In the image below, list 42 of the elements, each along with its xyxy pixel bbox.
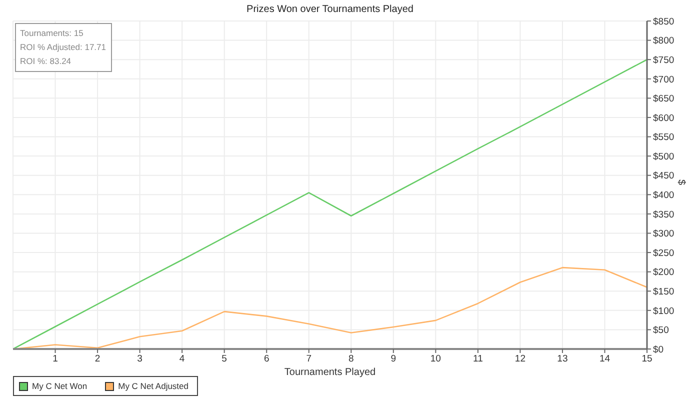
legend-label: My C Net Won — [32, 381, 88, 391]
x-axis-title: Tournaments Played — [284, 367, 376, 378]
y-tick-label: $450 — [653, 170, 674, 182]
y-tick-label: $550 — [653, 132, 674, 144]
x-tick-label: 4 — [179, 354, 185, 365]
y-tick-label: $150 — [653, 286, 674, 298]
y-tick-label: $0 — [653, 344, 664, 356]
y-tick-label: $850 — [653, 16, 674, 28]
x-tick-label: 8 — [348, 354, 354, 365]
y-tick-label: $500 — [653, 151, 674, 162]
x-tick-label: 9 — [390, 354, 396, 365]
annotation: ROI %: 83.24 — [20, 55, 72, 68]
x-tick-label: 12 — [514, 354, 526, 365]
x-tick-label: 6 — [264, 354, 270, 365]
x-tick-label: 7 — [306, 354, 312, 365]
y-tick-label: $750 — [653, 54, 674, 66]
y-tick-label: $800 — [653, 36, 674, 47]
line-series — [13, 58, 647, 349]
y-tick-label: $600 — [653, 112, 674, 124]
x-tick-label: 2 — [94, 354, 100, 365]
y-tick-label: $400 — [653, 190, 674, 202]
annotation: ROI % Adjusted: 17.71 — [20, 41, 106, 54]
x-tick-label: 10 — [430, 354, 441, 365]
annotation: Tournaments: 15 — [20, 27, 84, 40]
y-tick-label: $200 — [653, 267, 674, 278]
y-tick-label: $650 — [653, 94, 674, 105]
y-tick-label: $50 — [653, 325, 669, 336]
y-tick-label: $700 — [653, 74, 674, 86]
x-tick-label: 13 — [557, 354, 568, 365]
x-tick-label: 14 — [599, 354, 610, 365]
x-tick-label: 1 — [52, 354, 58, 365]
chart-title: Prizes Won over Tournaments Played — [246, 4, 414, 15]
y-tick-label: $300 — [653, 228, 674, 240]
y-tick-label: $250 — [653, 248, 674, 259]
y-tick-label: $100 — [653, 306, 674, 317]
y-axis-title: $ — [675, 179, 686, 186]
legend-label: My C Net Adjusted — [118, 381, 188, 391]
x-tick-label: 5 — [222, 354, 227, 365]
x-tick-label: 11 — [472, 354, 483, 365]
y-tick-label: $350 — [653, 209, 674, 220]
x-tick-label: 3 — [137, 354, 142, 365]
x-tick-label: 15 — [642, 354, 652, 365]
